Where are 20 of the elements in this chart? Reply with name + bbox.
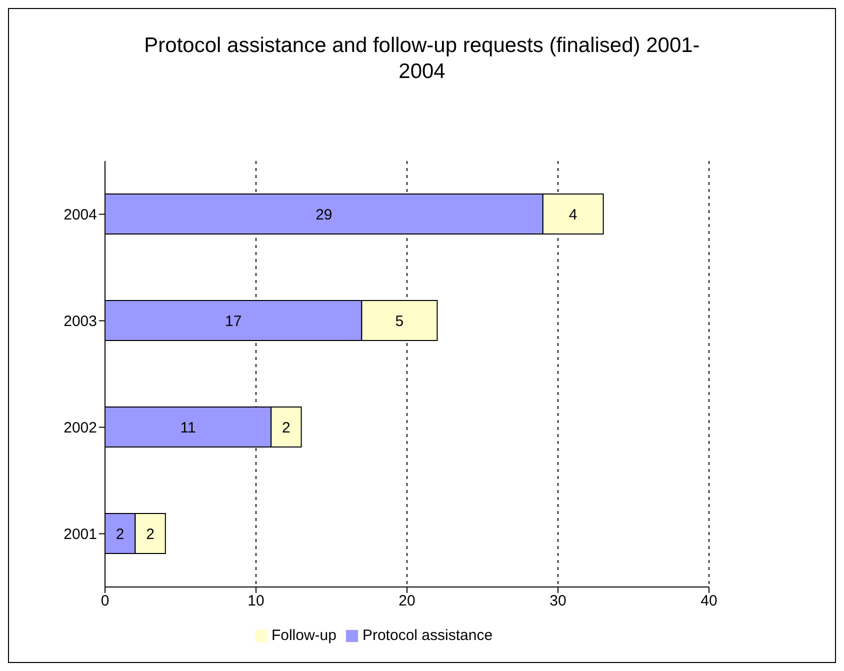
data-label: 2 [282, 419, 290, 436]
x-tick-label: 20 [398, 592, 416, 610]
x-tick-label: 10 [248, 592, 264, 610]
y-tick-label: 2003 [64, 313, 97, 330]
x-tick-label: 0 [100, 592, 110, 610]
legend-label: Follow-up [271, 627, 336, 644]
data-label: 11 [180, 419, 196, 436]
legend-label: Protocol assistance [362, 627, 493, 644]
data-label: 4 [568, 206, 578, 224]
y-tick-label: 2004 [64, 206, 97, 224]
chart-title: Protocol assistance and follow-up requests (finalised) 2001-2004 [143, 33, 701, 85]
data-label: 2 [146, 526, 154, 543]
data-label: 17 [225, 312, 242, 330]
data-label: 29 [316, 206, 332, 224]
y-tick-label: 2001 [64, 526, 97, 544]
y-tick-label: 2002 [64, 420, 97, 437]
x-tick-label: 30 [550, 592, 566, 610]
data-label: 5 [395, 312, 404, 330]
x-tick-label: 40 [700, 592, 718, 610]
data-label: 2 [116, 526, 124, 543]
